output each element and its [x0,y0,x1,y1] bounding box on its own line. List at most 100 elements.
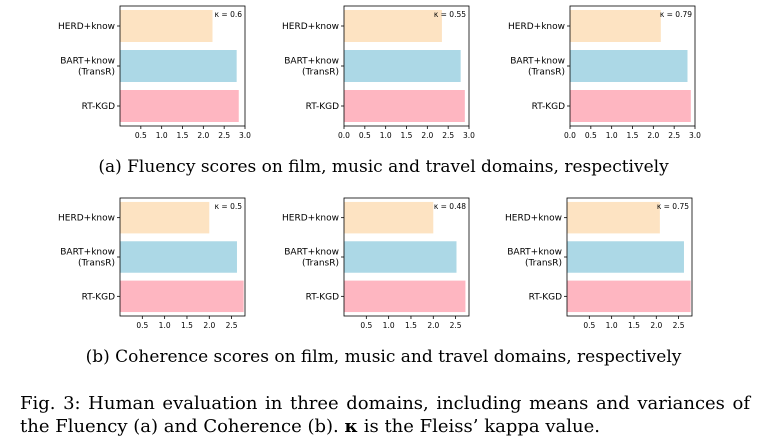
x-tick-label: 3.0 [239,131,251,140]
y-tick-label: BART+know (TransR) [60,248,115,269]
y-tick-label: HERD+know [58,22,115,32]
kappa-symbol: κ [344,416,359,437]
y-tick-label-line: HERD+know [508,22,565,32]
chart-panel-2: HERD+know BART+know (TransR) RT-KGD 0.0 0.5 1.… [282,5,475,140]
x-tick-label: 3.0 [689,131,701,140]
y-tick-label-line: RT-KGD [82,102,115,112]
bar-1 [567,201,660,234]
figure-caption-prefix: Fig. 3: Human evaluation in three domain… [20,393,750,437]
chart-panel-3: HERD+know BART+know (TransR) RT-KGD 0.0 0.5 1.… [508,5,701,140]
x-tick-label: 0.5 [583,321,595,330]
chart-panel-4: HERD+know BART+know (TransR) RT-KGD 0.5 1.0 1.… [58,197,246,330]
x-tick-label: 1.0 [159,321,171,330]
x-tick-label: 2.0 [647,131,659,140]
chart-panel-6: HERD+know BART+know (TransR) RT-KGD 0.5 1.0 1.… [505,197,693,330]
y-tick-label-line: (TransR) [78,259,115,269]
y-tick-label: RT-KGD [306,102,339,112]
y-tick-label-line: RT-KGD [529,292,562,302]
caption-b: (b) Coherence scores on film, music and … [85,347,682,367]
kappa-annotation: κ = 0.55 [434,10,466,19]
bar-1 [120,201,210,234]
x-tick-label: 2.5 [218,131,230,140]
chart-panel-5: HERD+know BART+know (TransR) RT-KGD 0.5 1.0 1.… [282,197,470,330]
y-tick-label-line: BART+know [510,57,565,67]
y-tick-label: BART+know (TransR) [510,57,565,78]
y-tick-label: RT-KGD [82,102,115,112]
x-tick-label: 1.0 [156,131,168,140]
bar-2 [570,50,688,82]
y-tick-label-line: BART+know [507,248,562,258]
y-tick-label: RT-KGD [306,292,339,302]
kappa-annotation: κ = 0.79 [660,10,692,19]
x-tick-label: 2.0 [197,131,209,140]
bar-2 [344,50,461,82]
y-tick-label: BART+know (TransR) [284,57,339,78]
chart-panel-1: HERD+know BART+know (TransR) RT-KGD 0.5 1.0 1.… [58,5,251,140]
x-tick-label: 2.5 [668,131,680,140]
bar-1 [344,201,434,234]
y-tick-label-line: BART+know [284,248,339,258]
x-tick-label: 1.0 [606,131,618,140]
x-tick-label: 1.0 [606,321,618,330]
bar-2 [344,241,457,273]
x-tick-label: 0.0 [338,131,350,140]
y-tick-label: RT-KGD [532,102,565,112]
x-tick-label: 1.5 [628,321,640,330]
x-tick-label: 2.5 [450,321,462,330]
x-tick-label: 2.5 [226,321,238,330]
y-tick-label: RT-KGD [529,292,562,302]
axes-frame [119,197,246,317]
y-tick-label-line: (TransR) [78,68,115,78]
y-tick-label-line: RT-KGD [532,102,565,112]
y-tick-label: HERD+know [282,22,339,32]
x-tick-label: 0.0 [564,131,576,140]
y-tick-label: BART+know (TransR) [284,248,339,269]
y-tick-label-line: BART+know [284,57,339,67]
axes-frame [566,197,693,317]
x-tick-label: 0.5 [360,321,372,330]
x-tick-label: 2.5 [442,131,454,140]
y-tick-label: HERD+know [508,22,565,32]
y-tick-label-line: BART+know [60,57,115,67]
x-tick-label: 2.0 [427,321,439,330]
y-tick-label-line: HERD+know [282,22,339,32]
y-tick-label-line: HERD+know [505,214,562,224]
kappa-annotation: κ = 0.48 [434,202,466,211]
x-tick-label: 1.5 [405,321,417,330]
bar-3 [344,90,465,122]
y-tick-label-line: (TransR) [525,259,562,269]
kappa-annotation: κ = 0.6 [215,10,243,19]
x-tick-label: 2.5 [673,321,685,330]
x-tick-label: 2.0 [650,321,662,330]
bar-3 [120,90,239,122]
y-tick-label: BART+know (TransR) [507,248,562,269]
x-tick-label: 1.0 [380,131,392,140]
y-tick-label: RT-KGD [82,292,115,302]
y-tick-label-line: RT-KGD [306,102,339,112]
bar-3 [570,90,691,122]
x-tick-label: 2.0 [421,131,433,140]
x-tick-label: 3.0 [463,131,475,140]
y-tick-label-line: HERD+know [58,22,115,32]
y-tick-label-line: HERD+know [282,214,339,224]
y-tick-label-line: (TransR) [302,259,339,269]
bar-1 [120,10,213,42]
figure-caption-suffix: is the Fleiss’ kappa value. [358,416,600,437]
y-tick-label: HERD+know [282,214,339,224]
kappa-annotation: κ = 0.75 [657,202,689,211]
x-tick-label: 0.5 [359,131,371,140]
bar-3 [567,280,691,313]
y-tick-label-line: HERD+know [58,214,115,224]
x-tick-label: 1.5 [177,131,189,140]
y-tick-label-line: RT-KGD [82,292,115,302]
x-tick-label: 1.5 [181,321,193,330]
y-tick-label-line: (TransR) [302,68,339,78]
x-tick-label: 2.0 [203,321,215,330]
bar-3 [120,280,244,313]
y-tick-label-line: (TransR) [528,68,565,78]
caption-a: (a) Fluency scores on film, music and tr… [98,157,669,177]
x-tick-label: 1.5 [627,131,639,140]
bar-2 [120,50,237,82]
y-tick-label-line: RT-KGD [306,292,339,302]
